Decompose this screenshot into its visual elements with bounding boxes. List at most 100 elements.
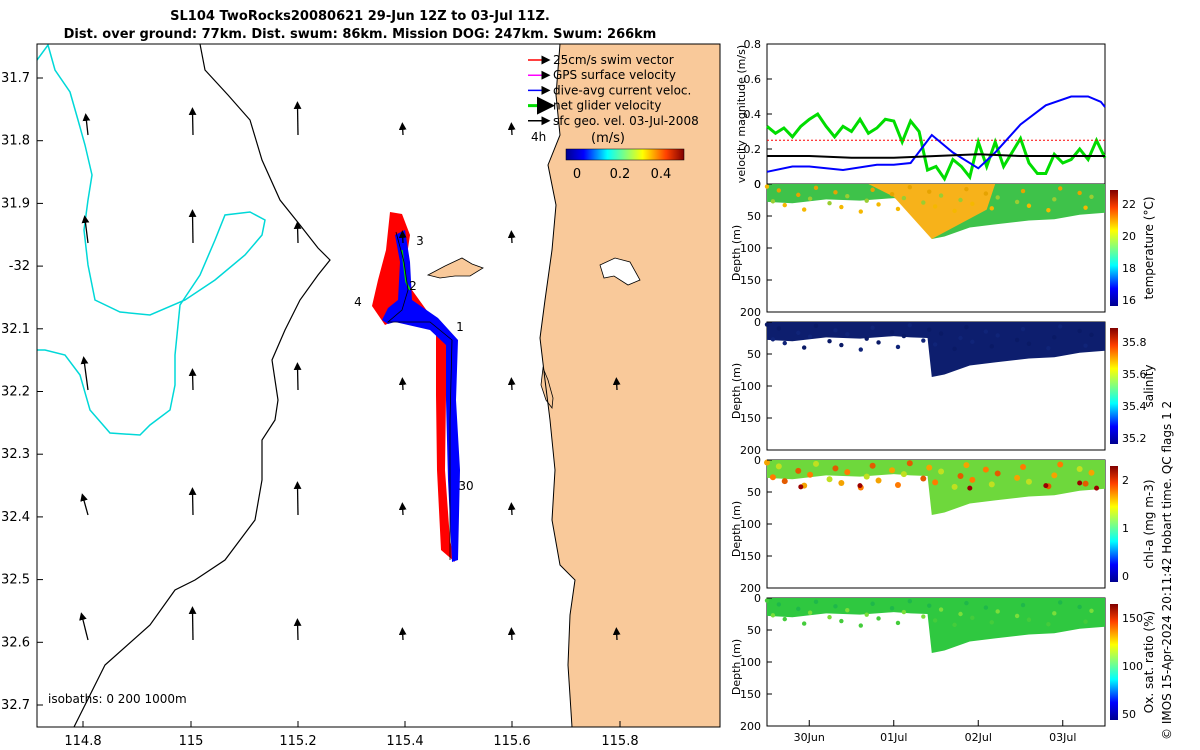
sample-dot — [938, 607, 944, 612]
sample-dot — [907, 185, 913, 190]
colorbar-label: Ox. sat. ratio (%) — [1142, 611, 1156, 713]
sample-dot — [1082, 480, 1089, 487]
depth-tick-label: 50 — [747, 486, 761, 499]
map-y-tick-label: 32.5 — [1, 573, 30, 588]
velocity-panel — [766, 43, 1106, 185]
sample-dot — [864, 198, 869, 203]
colorbar-tick-label: 20 — [1122, 230, 1136, 243]
sample-dot — [900, 471, 907, 478]
sample-dot — [870, 187, 875, 192]
garden-island — [540, 366, 554, 410]
sample-dot — [1046, 622, 1051, 627]
velocity-series-line — [767, 153, 1105, 159]
legend-entry: 25cm/s swim vector — [553, 53, 674, 67]
sample-dot — [906, 460, 913, 467]
sample-dot — [901, 609, 907, 615]
sample-dot — [1046, 346, 1051, 351]
panel-colorbar — [1110, 466, 1118, 582]
swan-estuary — [599, 257, 641, 286]
sample-dot — [827, 339, 832, 344]
sample-dot — [895, 620, 901, 626]
legend-entry: GPS surface velocity — [553, 68, 676, 82]
map-y-tick-label: 32.7 — [1, 698, 30, 713]
sample-dot — [926, 464, 933, 471]
sample-dot — [813, 185, 819, 191]
depth-section-fill — [767, 460, 1105, 516]
sample-dot — [951, 483, 958, 490]
sample-dot — [833, 604, 838, 609]
sample-dot — [801, 207, 807, 212]
sample-dot — [864, 612, 869, 617]
sample-dot — [1025, 478, 1032, 485]
sample-dot — [921, 338, 926, 343]
speed-colorbar — [565, 148, 685, 161]
sample-dot — [833, 190, 838, 195]
geostrophic-arrow — [79, 612, 89, 641]
sample-dot — [1077, 328, 1082, 334]
sample-dot — [870, 325, 875, 330]
depth-tick-label: 0 — [754, 178, 761, 191]
map-y-tick-label: 31.7 — [1, 71, 30, 86]
colorbar-tick-label: 0 — [573, 167, 581, 182]
sample-dot — [927, 189, 932, 194]
sample-dot — [938, 468, 945, 475]
track-label: 2 — [409, 279, 417, 293]
sample-dot — [957, 473, 964, 479]
sample-dot — [901, 333, 907, 339]
colorbar-tick-label: 22 — [1122, 198, 1136, 211]
sample-dot — [770, 199, 776, 204]
velocity-y-tick-label: 0.4 — [744, 108, 762, 121]
sample-dot — [1052, 335, 1057, 340]
sample-dot — [870, 601, 875, 606]
sample-dot — [1052, 197, 1057, 202]
geostrophic-arrow — [188, 487, 197, 516]
copyright-notice: © IMOS 15-Apr-2024 20:11:42 Hobart time.… — [1160, 400, 1174, 740]
geostrophic-arrow — [188, 209, 197, 244]
rottnest-island — [426, 257, 484, 279]
sample-dot — [781, 478, 788, 485]
colorbar-tick-label: 35.6 — [1122, 368, 1147, 381]
track-swim-band — [372, 212, 455, 562]
sample-dot — [952, 208, 957, 214]
isobath-200m — [73, 44, 331, 727]
geostrophic-arrow — [81, 215, 90, 244]
sample-dot — [983, 329, 989, 334]
sample-dot — [801, 345, 807, 350]
sample-dot — [989, 620, 994, 625]
sample-dot — [927, 327, 932, 332]
depth-axis-label: Depth (m) — [730, 639, 743, 695]
sample-dot — [895, 206, 901, 212]
map-y-tick-label: 32.4 — [1, 510, 30, 525]
depth-tick-label: 150 — [740, 274, 761, 287]
geostrophic-arrow — [293, 618, 302, 641]
velocity-y-tick-label: 0.6 — [744, 73, 762, 86]
sample-dot — [1020, 602, 1026, 608]
sample-dot — [969, 476, 976, 483]
sample-dot — [1058, 186, 1063, 191]
colorbar-tick-label: 18 — [1122, 262, 1136, 275]
sample-dot — [876, 616, 881, 621]
sample-dot — [863, 473, 870, 480]
land-mass — [540, 44, 720, 727]
colorbar-tick-label: 16 — [1122, 294, 1136, 307]
colorbar-tick-label: 1 — [1122, 522, 1129, 535]
sample-dot — [982, 466, 989, 473]
date-tick-label: 03Jul — [1049, 731, 1076, 744]
sample-dot — [995, 333, 1000, 338]
sample-dot — [1057, 461, 1064, 468]
sample-dot — [1052, 611, 1057, 616]
sample-dot — [1083, 205, 1088, 210]
geostrophic-arrow — [507, 627, 516, 641]
sample-dot — [958, 335, 963, 341]
sample-dot — [807, 471, 814, 478]
track-label: 1 — [456, 320, 464, 334]
sample-dot — [983, 605, 989, 610]
sample-dot — [932, 342, 938, 347]
colorbar-tick-label: 35.4 — [1122, 400, 1147, 413]
sample-dot — [995, 609, 1000, 614]
geostrophic-arrow — [612, 377, 621, 391]
depth-tick-label: 100 — [740, 242, 761, 255]
sample-dot — [1083, 619, 1088, 624]
